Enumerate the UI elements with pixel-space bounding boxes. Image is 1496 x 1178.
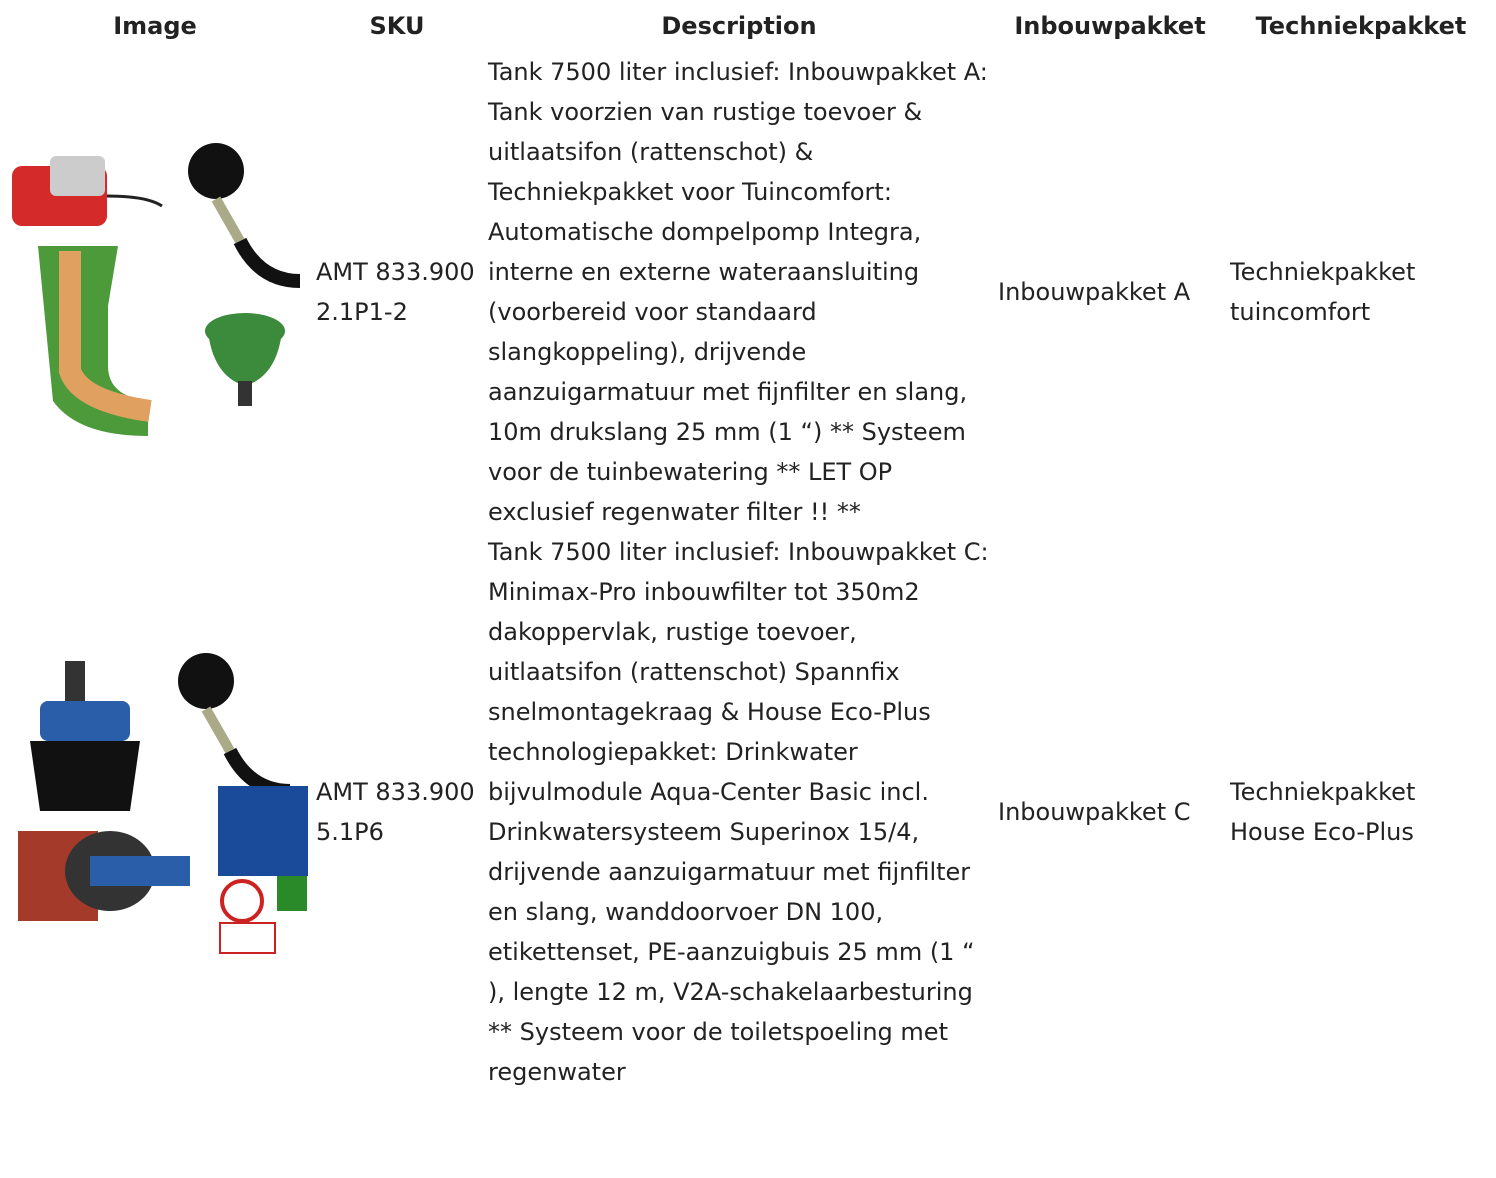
inbouwpakket-cell: Inbouwpakket A: [998, 278, 1191, 306]
inbouwpakket-cell: Inbouwpakket C: [998, 798, 1191, 826]
product-row: AMT 833.9002.1P1-2 Tank 7500 liter inclu…: [0, 52, 1496, 532]
techniekpakket-cell: Techniekpakket tuincomfort: [1230, 258, 1416, 326]
sku-cell: AMT 833.9002.1P1-2: [316, 258, 475, 326]
techniekpakket-cell: Techniekpakket House Eco-Plus: [1230, 778, 1416, 846]
product-image: [12, 143, 301, 436]
header-cell: Techniekpakket: [1255, 12, 1467, 40]
product-row: AMT 833.9005.1P6 Tank 7500 liter inclusi…: [0, 532, 1496, 1092]
header-cell: SKU: [369, 12, 425, 40]
product-image: [18, 653, 308, 954]
sku-cell: AMT 833.9005.1P6: [316, 778, 475, 846]
image-cell: [0, 532, 310, 1092]
header-cell: Inbouwpakket: [1014, 12, 1206, 40]
description-cell: Tank 7500 liter inclusief: Inbouwpakket …: [488, 58, 988, 526]
image-cell: [0, 52, 310, 532]
header-row: Image SKU Description Inbouwpakket Techn…: [0, 0, 1496, 52]
header-cell: Description: [661, 12, 817, 40]
header-cell: Image: [113, 12, 197, 40]
description-cell: Tank 7500 liter inclusief: Inbouwpakket …: [488, 538, 989, 1086]
product-table: Image SKU Description Inbouwpakket Techn…: [0, 0, 1496, 1092]
